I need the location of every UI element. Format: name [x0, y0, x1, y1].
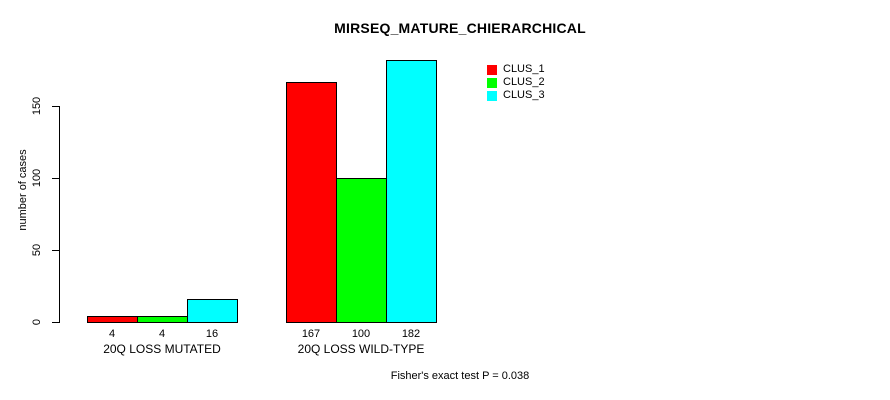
y-axis-label: number of cases	[17, 149, 29, 231]
y-tick-label: 100	[31, 168, 43, 188]
bar-clus_1-group1	[87, 316, 138, 323]
y-tick-label: 50	[31, 243, 43, 257]
category-label: 20Q LOSS MUTATED	[103, 342, 221, 356]
y-tick-mark	[52, 250, 59, 251]
annotation-fishers-test: Fisher's exact test P = 0.038	[390, 370, 530, 382]
y-tick-mark	[52, 178, 59, 179]
legend-swatch-icon	[487, 90, 497, 101]
legend: CLUS_1 CLUS_2 CLUS_3	[487, 63, 545, 102]
legend-swatch-icon	[487, 77, 497, 88]
legend-item-clus_2: CLUS_2	[487, 76, 545, 89]
y-tick-label: 150	[31, 96, 43, 116]
y-tick-mark	[52, 322, 59, 323]
legend-item-clus_3: CLUS_3	[487, 89, 545, 102]
legend-swatch-icon	[487, 64, 497, 75]
bar-value-label: 4	[158, 328, 166, 340]
legend-item-clus_1: CLUS_1	[487, 63, 545, 76]
bar-value-label: 4	[108, 328, 116, 340]
bar-value-label: 182	[401, 328, 421, 340]
bar-clus_2-group2	[336, 178, 387, 323]
bar-clus_2-group1	[137, 316, 188, 323]
chart-title: MIRSEQ_MATURE_CHIERARCHICAL	[334, 20, 586, 36]
bar-clus_3-group1	[187, 299, 238, 323]
category-label: 20Q LOSS WILD-TYPE	[297, 342, 425, 356]
y-tick-label: 0	[31, 318, 43, 326]
legend-label: CLUS_3	[503, 89, 545, 101]
bar-clus_3-group2	[386, 60, 437, 323]
bar-value-label: 100	[351, 328, 371, 340]
legend-label: CLUS_2	[503, 76, 545, 88]
bar-clus_1-group2	[286, 82, 337, 323]
y-tick-mark	[52, 106, 59, 107]
y-axis-line	[59, 106, 60, 323]
bar-value-label: 16	[205, 328, 219, 340]
bar-value-label: 167	[301, 328, 321, 340]
legend-label: CLUS_1	[503, 63, 545, 75]
